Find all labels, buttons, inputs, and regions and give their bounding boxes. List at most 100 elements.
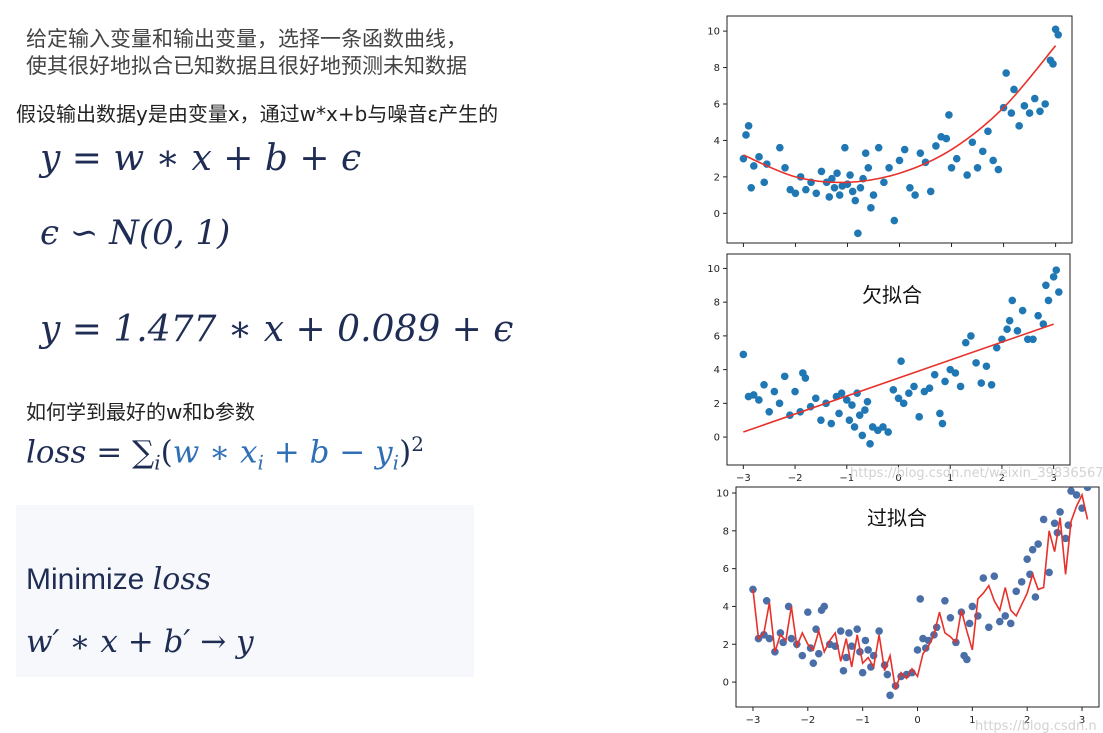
x-tick-label: −2 (788, 473, 803, 484)
data-point (897, 357, 905, 365)
data-point (750, 162, 758, 170)
data-point (1030, 94, 1039, 103)
data-point (760, 380, 768, 389)
data-point (845, 416, 854, 425)
data-point (1054, 30, 1062, 39)
data-point (863, 397, 872, 406)
data-point (951, 369, 960, 377)
assumption-text: 假设输出数据y是由变量x，通过w*x+b与噪音ε产生的 (16, 102, 499, 126)
y-tick-label: 4 (714, 365, 720, 376)
data-point (916, 149, 925, 157)
data-point (875, 627, 883, 635)
y-tick-label: 8 (714, 63, 720, 74)
watermark-2: https://blog.csdn.n (975, 719, 1097, 733)
chart-underfit: 0 2 4 6 8 10 −3 −2 −1 0 1 2 3 欠拟合 (707, 253, 1071, 484)
minimize-panel (16, 505, 474, 677)
loss-w-term: w ∗ x (172, 434, 258, 471)
data-point (995, 617, 1004, 626)
data-point (1034, 311, 1042, 320)
data-point (994, 165, 1003, 174)
data-point (884, 428, 892, 436)
data-point (787, 634, 796, 643)
data-point (968, 602, 977, 611)
intro-text: 给定输入变量和输出变量，选择一条函数曲线， 使其很好地拟合已知数据且很好地预测未… (26, 26, 467, 80)
y-tick-label: 8 (723, 526, 729, 537)
data-point (900, 145, 909, 154)
data-point (941, 377, 949, 386)
fitted-equation: y = 1.477 ∗ x + 0.089 + ϵ (40, 309, 514, 350)
x-tick-label: −2 (800, 715, 815, 726)
y-tick-label: 6 (723, 564, 729, 575)
x-tick-label: 2 (1024, 715, 1030, 726)
data-point (760, 631, 768, 639)
x-tick-label: −3 (746, 715, 761, 726)
data-point (916, 595, 925, 603)
data-point (1039, 320, 1048, 328)
data-point (926, 187, 935, 196)
data-point (895, 156, 904, 165)
y-tick-label: 2 (714, 399, 720, 410)
y-tick-label: 10 (707, 27, 720, 38)
data-point (842, 396, 851, 404)
data-point (798, 651, 807, 660)
final-mapping: w′ ∗ x + b′ → y (26, 624, 254, 660)
data-point (814, 649, 823, 658)
data-point (987, 380, 996, 389)
data-point (781, 163, 789, 172)
data-point (842, 653, 851, 662)
data-point (861, 636, 870, 645)
data-point (775, 399, 784, 408)
data-point (982, 362, 991, 371)
data-point (911, 191, 919, 199)
data-point (1001, 612, 1010, 620)
chart-good-fit: 0 2 4 6 8 10 (707, 15, 1073, 247)
data-point (1012, 587, 1021, 596)
fit-line (752, 492, 1089, 690)
data-point (1041, 100, 1049, 108)
data-point (827, 419, 836, 428)
data-point (739, 350, 748, 359)
data-point (1049, 60, 1057, 68)
data-point (765, 634, 774, 643)
data-point (963, 655, 971, 664)
loss-close-paren: ) (399, 434, 412, 471)
data-point (977, 379, 986, 387)
x-tick-label: −1 (839, 473, 854, 484)
fit-annotation: 欠拟合 (862, 283, 922, 307)
watermark-1: https://blog.csdn.net/weixin_39836567 (850, 466, 1103, 481)
data-point (845, 629, 853, 637)
x-tick-label: 0 (914, 715, 920, 726)
data-point (880, 178, 888, 187)
data-point (1044, 296, 1053, 305)
data-point (990, 572, 999, 580)
data-point (1042, 281, 1050, 290)
x-tick-label: 1 (969, 715, 975, 726)
y-tick-label: 4 (723, 602, 729, 613)
data-point (1008, 296, 1017, 305)
data-point (747, 184, 756, 192)
y-tick-label: 6 (714, 99, 720, 110)
data-point (984, 623, 993, 632)
data-point (739, 154, 748, 163)
data-point (913, 646, 922, 654)
y-tick-label: 0 (714, 209, 720, 220)
data-point (1028, 545, 1037, 554)
x-tick-label: 3 (1050, 473, 1056, 484)
loss-mid-term: + b − y (263, 434, 393, 471)
data-point (809, 659, 818, 667)
data-point (848, 187, 857, 196)
data-point (930, 370, 939, 379)
data-point (749, 391, 758, 399)
data-point (1083, 487, 1092, 492)
data-point (1056, 508, 1064, 516)
data-point (861, 149, 870, 157)
data-point (1023, 555, 1031, 563)
data-point (973, 163, 982, 172)
data-point (1007, 109, 1016, 117)
y-tick-label: 0 (714, 433, 720, 444)
data-point (965, 619, 974, 628)
data-point (899, 399, 908, 408)
data-point (864, 163, 873, 172)
loss-lhs: loss = (26, 434, 133, 471)
